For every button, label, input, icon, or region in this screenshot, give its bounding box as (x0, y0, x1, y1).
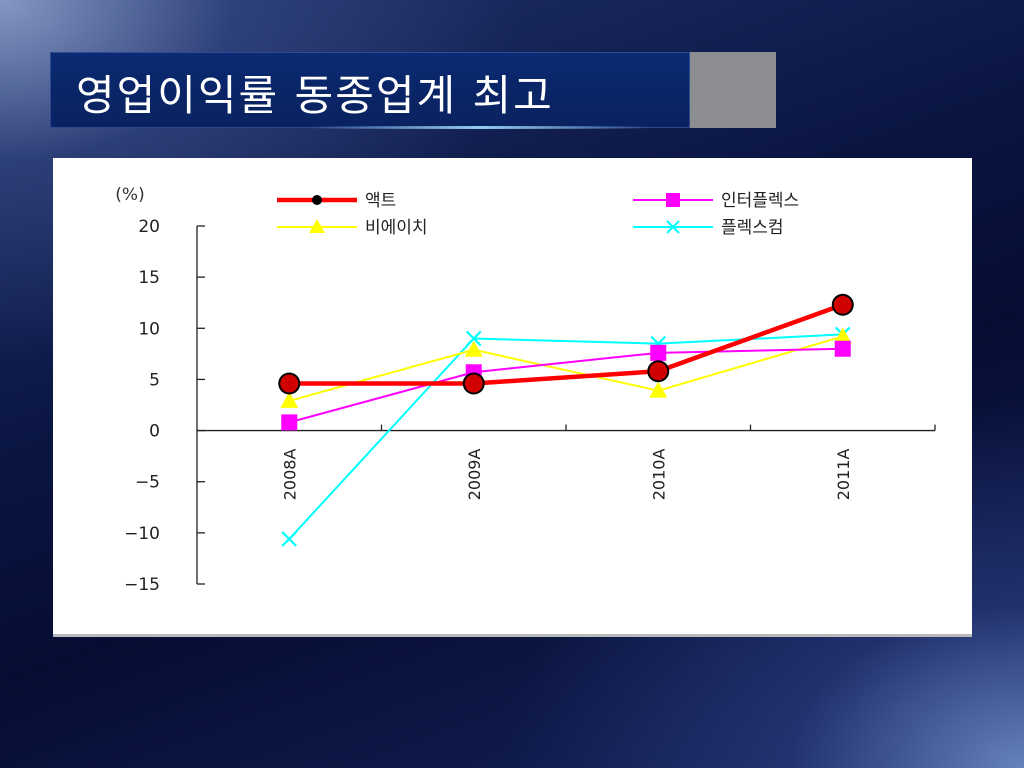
x-tick-label: 2010A (649, 449, 668, 501)
legend-label: 플렉스컴 (721, 218, 784, 238)
y-tick-label: −10 (124, 524, 160, 544)
data-point-fill (464, 374, 483, 393)
slide-title: 영업이익률 동종업계 최고 (76, 71, 554, 120)
legend-item: 인터플렉스 (633, 191, 799, 211)
y-tick-label: 0 (149, 422, 160, 442)
x-tick-label: 2011A (834, 449, 853, 501)
x-tick-label: 2008A (280, 449, 299, 501)
x-tick-label: 2009A (465, 449, 484, 501)
legend-item: 비에이치 (277, 218, 428, 238)
legend-label: 인터플렉스 (721, 191, 799, 211)
legend-marker (666, 220, 680, 234)
title-accent-box (690, 52, 776, 128)
data-point (465, 330, 482, 347)
y-tick-label: −15 (124, 575, 160, 595)
legend-label: 액트 (365, 191, 396, 211)
data-point-fill (280, 374, 299, 393)
series-line (288, 335, 844, 402)
legend-label: 비에이치 (365, 218, 428, 238)
series-1 (278, 293, 854, 395)
data-point (281, 531, 298, 547)
chart-axes: 20 15 10 5 0 −5 −10 −15 2008A 2009A 2010A 2011A (124, 217, 936, 595)
data-point (281, 414, 298, 431)
data-point (464, 340, 483, 357)
y-tick-label: 15 (138, 268, 160, 288)
data-point (649, 381, 668, 398)
data-point (833, 327, 852, 344)
data-point-fill (649, 362, 668, 381)
y-tick-label: 20 (138, 217, 160, 237)
y-tick-label: −5 (135, 473, 160, 493)
series-3 (280, 327, 852, 408)
series-line (288, 333, 843, 540)
legend-item: 액트 (277, 191, 396, 211)
legend-marker (312, 195, 322, 205)
legend-item: 플렉스컴 (633, 218, 784, 238)
chart-series (278, 293, 854, 547)
legend-marker (309, 219, 325, 233)
y-tick-label: 10 (138, 319, 160, 339)
legend-marker (666, 193, 680, 207)
slide-title-bar: 영업이익률 동종업계 최고 (50, 52, 690, 129)
y-tick-label: 5 (149, 370, 160, 390)
data-point (834, 340, 851, 357)
data-point (650, 344, 667, 361)
series-line (289, 302, 844, 386)
data-point (280, 391, 299, 408)
series-2 (281, 340, 851, 431)
y-unit-label: (%) (115, 185, 144, 205)
data-point-fill (833, 295, 852, 314)
series-line (288, 347, 843, 424)
